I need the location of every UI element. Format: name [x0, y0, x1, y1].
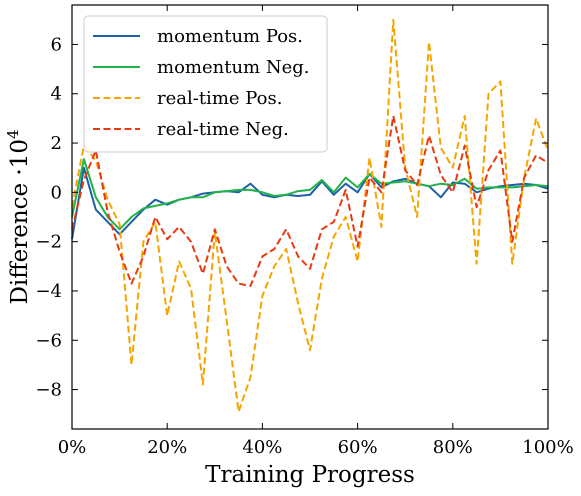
x-tick-label: 100%: [522, 437, 573, 458]
series-line-momentum-neg: [71, 158, 549, 231]
legend-label: momentum Neg.: [157, 57, 309, 78]
legend: momentum Pos. momentum Neg. real-time Pos.…: [83, 15, 328, 153]
y-tick-label: −8: [35, 380, 62, 401]
legend-box: [83, 15, 328, 153]
y-axis-title-text: Difference ·10: [7, 139, 33, 305]
plot-area-frame: [71, 4, 549, 430]
y-tick-label: −6: [35, 330, 62, 351]
x-tick-label: 60%: [338, 437, 378, 458]
x-tick-label: 0%: [58, 437, 87, 458]
series-line-momentum-pos: [71, 166, 549, 240]
legend-label: momentum Pos.: [157, 26, 303, 47]
y-tick-label: −2: [35, 232, 62, 253]
y-tick-label: 4: [51, 84, 62, 105]
y-axis-title-exponent: 4: [4, 129, 22, 139]
y-tick-label: 0: [51, 182, 62, 203]
legend-label: real-time Pos.: [157, 88, 282, 109]
x-axis-title: Training Progress: [205, 462, 415, 488]
series-line-real-time-pos: [71, 18, 549, 413]
series-line-real-time-neg: [71, 114, 549, 287]
legend-label: real-time Neg.: [157, 119, 289, 140]
y-tick-label: 6: [51, 34, 62, 55]
y-tick-label: 2: [51, 133, 62, 154]
x-tick-label: 40%: [242, 437, 282, 458]
y-tick-label: −4: [35, 281, 62, 302]
x-tick-label: 20%: [147, 437, 187, 458]
y-axis-title: Difference ·104: [4, 129, 33, 304]
x-tick-label: 80%: [433, 437, 473, 458]
